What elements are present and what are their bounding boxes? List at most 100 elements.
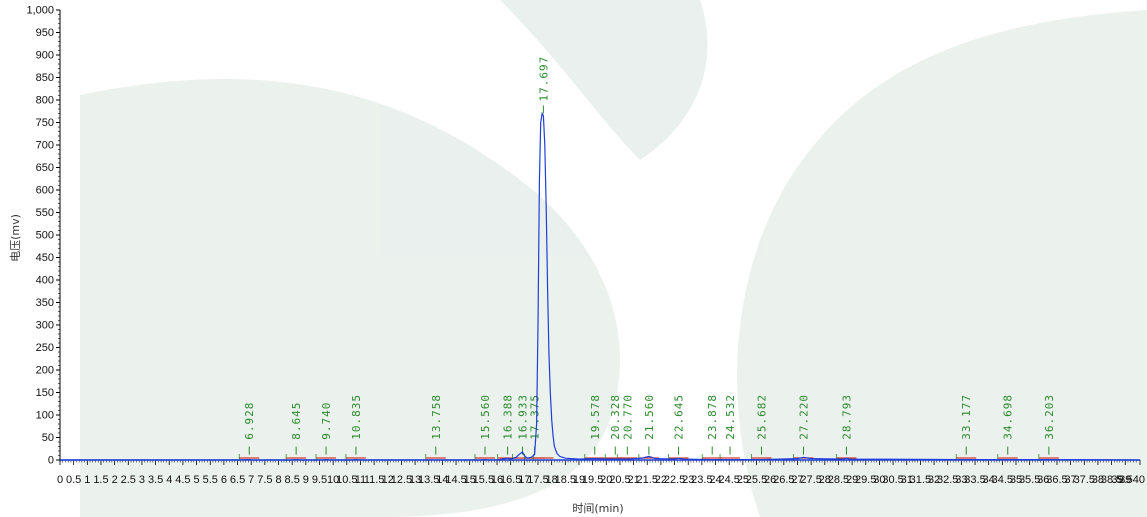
y-tick-label: 300 xyxy=(36,320,54,332)
x-tick-label: 19.5 xyxy=(582,474,603,486)
x-tick-label: 30.5 xyxy=(882,474,903,486)
peak-label: 33.177 xyxy=(960,394,973,440)
x-tick-label: 3.5 xyxy=(148,474,163,486)
x-tick-label: 4 xyxy=(166,474,172,486)
x-tick-label: 37.5 xyxy=(1074,474,1095,486)
y-axis-ticks: 0 50 100 150 200 250 300 350 400 450 500 550 600 650 7… xyxy=(26,5,60,467)
x-tick-label: 22 xyxy=(655,474,667,486)
peak-label: 20.328 xyxy=(609,394,622,440)
x-tick-label: 25 xyxy=(737,474,749,486)
x-axis-label: 时间(min) xyxy=(572,502,623,515)
x-tick-label: 39.540 xyxy=(1111,474,1145,486)
x-tick-label: 15.5 xyxy=(473,474,494,486)
y-tick-label: 950 xyxy=(36,27,54,39)
x-tick-label: 17 xyxy=(518,474,530,486)
x-tick-label: 38 xyxy=(1092,474,1104,486)
x-tick-label: 36 xyxy=(1037,474,1049,486)
peak-label: 16.388 xyxy=(502,394,515,440)
x-tick-label: 10 xyxy=(327,474,339,486)
x-tick-label: 3 xyxy=(139,474,145,486)
x-tick-label: 24.5 xyxy=(718,474,739,486)
x-tick-label: 26.5 xyxy=(773,474,794,486)
x-tick-label: 13 xyxy=(409,474,421,486)
x-tick-label: 4.5 xyxy=(175,474,190,486)
x-tick-label: 21.5 xyxy=(637,474,658,486)
peak-label: 17.697 xyxy=(537,56,550,102)
x-tick-label: 12 xyxy=(382,474,394,486)
x-tick-label: 0.5 xyxy=(66,474,81,486)
x-tick-label: 19 xyxy=(573,474,585,486)
x-tick-label: 9.5 xyxy=(312,474,327,486)
x-tick-label: 2.5 xyxy=(121,474,136,486)
signal-series-line xyxy=(60,111,1141,461)
x-tick-label: 38.5 xyxy=(1101,474,1122,486)
x-tick-label: 1 xyxy=(84,474,90,486)
x-tick-label: 7.5 xyxy=(257,474,272,486)
x-tick-label: 35.5 xyxy=(1019,474,1040,486)
x-tick-label: 30 xyxy=(873,474,885,486)
x-tick-label: 33.5 xyxy=(964,474,985,486)
y-tick-label: 900 xyxy=(36,50,54,62)
peak-label: 20.770 xyxy=(621,394,634,440)
peak-markers: 6.928 8.645 9.740 10.835 13.758 15.560 16.388 1… xyxy=(243,56,1056,455)
peak-label: 13.758 xyxy=(430,394,443,440)
y-tick-label: 700 xyxy=(36,140,54,152)
x-tick-label: 29 xyxy=(846,474,858,486)
peak-label: 16.933 xyxy=(517,394,530,440)
x-tick-label: 22.5 xyxy=(664,474,685,486)
x-tick-label: 5.5 xyxy=(203,474,218,486)
y-tick-label: 650 xyxy=(36,162,54,174)
x-tick-label: 32.5 xyxy=(937,474,958,486)
x-tick-label: 2 xyxy=(112,474,118,486)
x-tick-label: 29.5 xyxy=(855,474,876,486)
x-tick-label: 16 xyxy=(491,474,503,486)
x-tick-label: 11.5 xyxy=(364,474,385,486)
peak-label: 27.220 xyxy=(797,394,810,440)
x-tick-label: 16.5 xyxy=(500,474,521,486)
y-tick-label: 600 xyxy=(36,185,54,197)
x-tick-label: 12.5 xyxy=(391,474,412,486)
peak-label: 28.793 xyxy=(840,394,853,440)
peak-label: 24.532 xyxy=(724,394,737,440)
y-tick-label: 350 xyxy=(36,297,54,309)
y-tick-label: 100 xyxy=(36,410,54,422)
x-tick-label: 15 xyxy=(464,474,476,486)
x-tick-label: 20.5 xyxy=(609,474,630,486)
x-tick-label: 31 xyxy=(901,474,913,486)
y-tick-label: 200 xyxy=(36,365,54,377)
peak-label: 17.375 xyxy=(529,394,542,440)
y-tick-label: 1,000 xyxy=(26,5,54,17)
peak-label: 25.682 xyxy=(755,394,768,440)
y-axis-label: 电压(mv) xyxy=(9,214,22,262)
x-tick-label: 21 xyxy=(627,474,639,486)
y-tick-label: 50 xyxy=(42,432,54,444)
x-tick-label: 17.5 xyxy=(527,474,548,486)
y-tick-label: 800 xyxy=(36,95,54,107)
x-tick-label: 37 xyxy=(1064,474,1076,486)
x-tick-label: 32 xyxy=(928,474,940,486)
x-tick-label: 11 xyxy=(355,474,366,486)
x-tick-label: 28 xyxy=(819,474,831,486)
x-tick-label: 14 xyxy=(436,474,448,486)
y-tick-label: 850 xyxy=(36,72,54,84)
x-tick-label: 36.5 xyxy=(1046,474,1067,486)
x-tick-label: 34 xyxy=(983,474,995,486)
x-tick-label: 6 xyxy=(221,474,227,486)
peak-label: 22.645 xyxy=(673,394,686,440)
x-tick-label: 6.5 xyxy=(230,474,245,486)
x-tick-label: 23 xyxy=(682,474,694,486)
x-tick-label: 0 xyxy=(57,474,63,486)
x-tick-label: 35 xyxy=(1010,474,1022,486)
x-tick-label: 8.5 xyxy=(285,474,300,486)
x-axis-ticks: 0 0.5 1 1.5 2 2.5 3 3.5 4 4.5 5 5.5 6 6.5 7 7.5 8 8.5 9 9.5… xyxy=(57,460,1145,486)
x-tick-label: 20 xyxy=(600,474,612,486)
y-tick-label: 550 xyxy=(36,207,54,219)
y-tick-label: 750 xyxy=(36,117,54,129)
x-tick-label: 31.5 xyxy=(910,474,931,486)
x-tick-label: 10.5 xyxy=(336,474,357,486)
peak-label: 15.560 xyxy=(479,394,492,440)
x-tick-label: 25.5 xyxy=(746,474,767,486)
y-tick-label: 250 xyxy=(36,342,54,354)
x-tick-label: 1.5 xyxy=(93,474,108,486)
